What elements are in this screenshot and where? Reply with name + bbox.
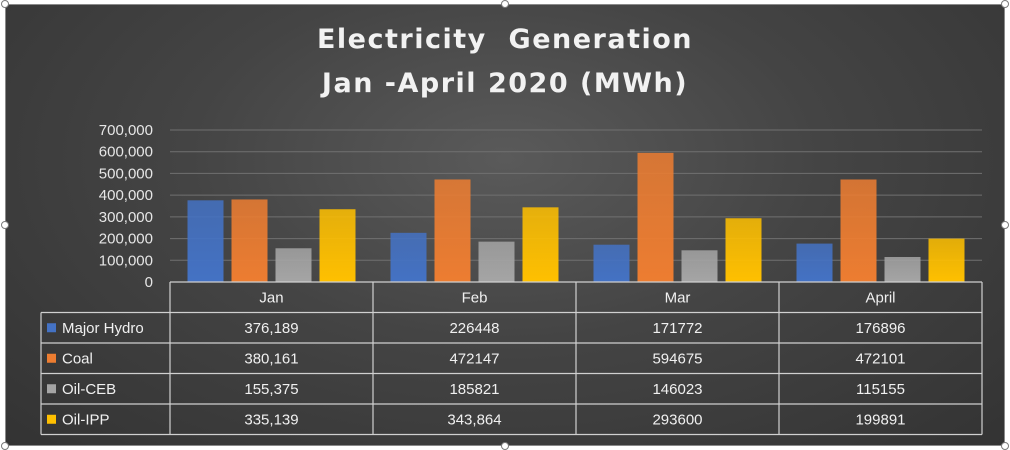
y-tick-label: 500,000 [99,165,153,182]
y-tick-label: 100,000 [99,252,153,269]
x-tick-label: Jan [259,289,283,306]
bar-oil-ipp-mar [725,218,762,282]
data-label: 171772 [652,320,702,337]
bar-coal-feb [434,179,471,282]
chart-title-line-1: Electricity Generation [316,24,694,55]
bar-coal-mar [637,152,674,282]
bar-oil-ipp-april [928,238,965,282]
legend-key-coal [47,353,56,363]
resize-handle-top-center[interactable] [501,0,509,8]
data-label: 380,161 [244,350,298,367]
data-label: 115155 [856,381,905,398]
bar-oil-ceb-feb [478,241,515,282]
data-label: 176896 [855,320,905,337]
bar-coal-jan [231,199,268,282]
bar-oil-ceb-april [884,256,921,282]
y-tick-label: 200,000 [99,231,153,248]
data-label: 376,189 [244,320,298,337]
y-tick-label: 0 [145,274,153,291]
data-label: 185821 [449,381,499,398]
x-tick-label: April [865,289,895,306]
bar-oil-ipp-jan [319,209,356,282]
legend-label: Oil-CEB [62,381,116,398]
data-label: 472147 [449,350,499,367]
data-label: 472101 [855,350,905,367]
x-tick-label: Mar [665,289,691,306]
bar-coal-april [840,179,877,282]
legend-key-oil-ipp [47,414,56,424]
resize-handle-top-right[interactable] [1001,0,1009,8]
legend-label: Coal [62,350,93,367]
bar-major-hydro-april [796,243,833,282]
legend-label: Major Hydro [62,320,144,337]
legend-key-major-hydro [47,323,56,333]
bar-major-hydro-feb [390,232,427,282]
chart-title-line-2: Jan -April 2020 (MWh) [321,68,689,99]
x-tick-label: Feb [462,289,488,306]
bar-oil-ipp-feb [522,207,559,282]
y-tick-label: 600,000 [99,144,153,161]
resize-handle-top-left[interactable] [1,0,9,8]
data-label: 146023 [652,381,702,398]
bar-major-hydro-mar [593,244,630,282]
data-label: 199891 [855,411,905,428]
bar-oil-ceb-mar [681,250,718,282]
data-label: 343,864 [447,411,501,428]
resize-handle-middle-right[interactable] [1001,221,1009,229]
chart-area[interactable] [5,4,1005,446]
bar-oil-ceb-jan [275,248,312,282]
data-label: 335,139 [244,411,298,428]
y-tick-label: 700,000 [99,122,153,139]
data-label: 155,375 [244,381,298,398]
bar-major-hydro-jan [187,200,224,282]
data-label: 226448 [449,320,499,337]
legend-key-oil-ceb [47,384,56,394]
resize-handle-middle-left[interactable] [1,221,9,229]
y-tick-label: 300,000 [99,209,153,226]
y-tick-label: 400,000 [99,187,153,204]
data-label: 293600 [652,411,702,428]
legend-label: Oil-IPP [62,411,110,428]
data-label: 594675 [652,350,702,367]
